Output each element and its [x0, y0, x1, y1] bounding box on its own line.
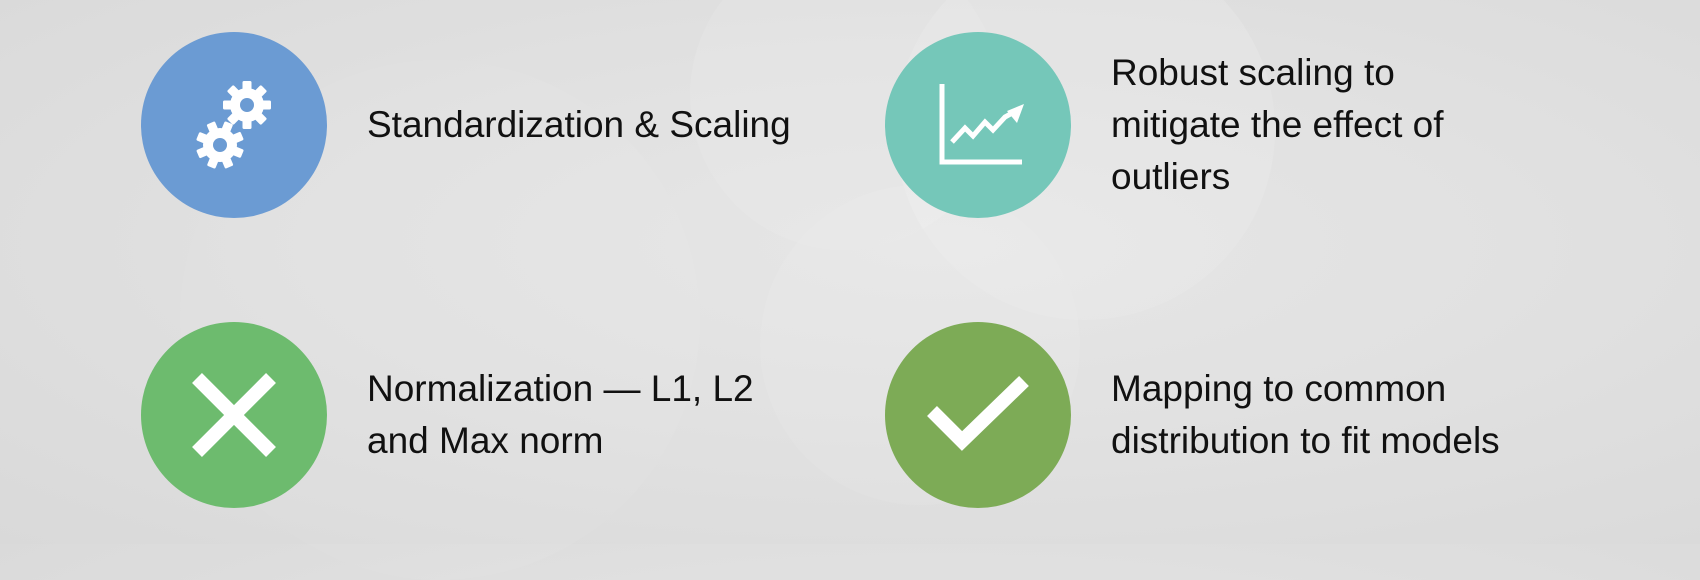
icon-circle: [885, 32, 1071, 218]
feature-item-distribution-mapping: Mapping to common distribution to fit mo…: [885, 322, 1500, 508]
feature-item-normalization: Normalization — L1, L2 and Max norm: [141, 322, 754, 508]
feature-label: Mapping to common distribution to fit mo…: [1111, 368, 1500, 461]
gears-icon: [196, 81, 271, 169]
feature-label: Robust scaling to mitigate the effect of…: [1111, 52, 1444, 197]
icon-circle: [141, 322, 327, 508]
feature-item-standardization: Standardization & Scaling: [141, 32, 791, 218]
feature-label: Standardization & Scaling: [367, 104, 791, 145]
feature-label: Normalization — L1, L2 and Max norm: [367, 368, 754, 461]
x-mark-icon: [192, 373, 276, 457]
trend-chart-icon: [939, 84, 1024, 165]
checkmark-icon: [927, 375, 1029, 451]
icon-circle: [141, 32, 327, 218]
icon-circle: [885, 322, 1071, 508]
feature-item-robust-scaling: Robust scaling to mitigate the effect of…: [885, 32, 1444, 218]
